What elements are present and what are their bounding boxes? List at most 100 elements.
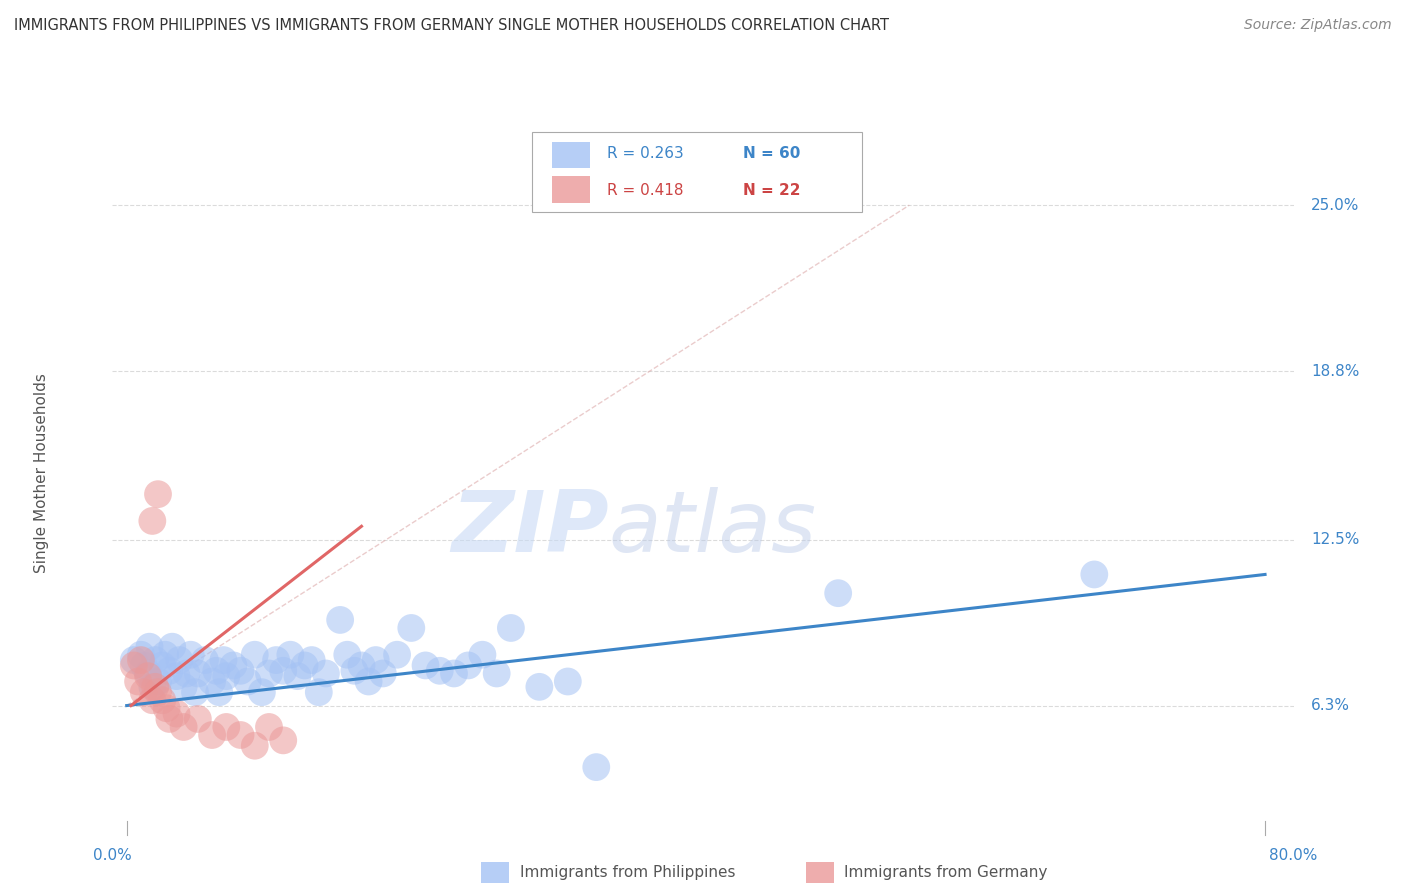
Point — [129, 653, 152, 667]
Text: IMMIGRANTS FROM PHILIPPINES VS IMMIGRANTS FROM GERMANY SINGLE MOTHER HOUSEHOLDS : IMMIGRANTS FROM PHILIPPINES VS IMMIGRANT… — [14, 18, 889, 33]
Point — [150, 658, 173, 673]
Point — [471, 648, 494, 662]
Point — [485, 666, 508, 681]
Point — [457, 658, 479, 673]
Point — [215, 669, 238, 683]
Text: ZIP: ZIP — [451, 487, 609, 570]
Point — [201, 674, 224, 689]
Point — [153, 648, 176, 662]
Point — [187, 712, 209, 726]
Point — [166, 706, 188, 721]
Text: N = 60: N = 60 — [744, 146, 800, 161]
Point — [141, 514, 163, 528]
Point — [184, 685, 207, 699]
Point — [222, 658, 245, 673]
Point — [308, 685, 330, 699]
Point — [443, 666, 465, 681]
Point — [122, 653, 145, 667]
Point — [127, 674, 149, 689]
Point — [243, 648, 266, 662]
Point — [827, 586, 849, 600]
Point — [385, 648, 408, 662]
Point — [271, 664, 294, 678]
Point — [205, 664, 228, 678]
Point — [529, 680, 551, 694]
Point — [1083, 567, 1105, 582]
Point — [146, 674, 169, 689]
Point — [136, 669, 159, 683]
Point — [243, 739, 266, 753]
Point — [229, 664, 252, 678]
Point — [499, 621, 522, 635]
Point — [585, 760, 607, 774]
Point — [257, 666, 280, 681]
Point — [236, 674, 259, 689]
Point — [157, 712, 180, 726]
Point — [150, 693, 173, 707]
Point — [146, 487, 169, 501]
Point — [287, 669, 309, 683]
Point — [271, 733, 294, 747]
Text: 0.0%: 0.0% — [93, 848, 132, 863]
Point — [401, 621, 423, 635]
Text: 6.3%: 6.3% — [1312, 698, 1350, 713]
Point — [257, 720, 280, 734]
FancyBboxPatch shape — [551, 177, 589, 202]
Text: Immigrants from Philippines: Immigrants from Philippines — [520, 865, 735, 880]
Point — [250, 685, 273, 699]
Point — [162, 640, 184, 654]
Point — [141, 680, 163, 694]
Point — [208, 685, 231, 699]
Point — [132, 685, 155, 699]
Text: R = 0.418: R = 0.418 — [607, 183, 683, 198]
Text: N = 22: N = 22 — [744, 183, 800, 198]
Point — [157, 664, 180, 678]
Point — [176, 666, 198, 681]
Point — [357, 674, 380, 689]
Point — [429, 664, 451, 678]
FancyBboxPatch shape — [551, 142, 589, 169]
Point — [166, 669, 188, 683]
Point — [215, 720, 238, 734]
Point — [343, 664, 366, 678]
Point — [280, 648, 302, 662]
Point — [155, 701, 177, 715]
Point — [141, 693, 163, 707]
Point — [212, 653, 235, 667]
Point — [315, 666, 337, 681]
Point — [143, 680, 166, 694]
Point — [132, 658, 155, 673]
Text: Single Mother Households: Single Mother Households — [34, 373, 49, 573]
Point — [301, 653, 323, 667]
Point — [201, 728, 224, 742]
Point — [194, 653, 217, 667]
Point — [122, 658, 145, 673]
Point — [364, 653, 387, 667]
Point — [136, 666, 159, 681]
Point — [329, 613, 352, 627]
Point — [180, 648, 202, 662]
Point — [350, 658, 373, 673]
Point — [229, 728, 252, 742]
Text: 25.0%: 25.0% — [1312, 198, 1360, 212]
Point — [169, 653, 191, 667]
Text: R = 0.263: R = 0.263 — [607, 146, 685, 161]
Point — [557, 674, 579, 689]
Point — [173, 720, 195, 734]
Text: 18.8%: 18.8% — [1312, 364, 1360, 378]
Text: 80.0%: 80.0% — [1270, 848, 1317, 863]
Point — [173, 680, 195, 694]
Text: atlas: atlas — [609, 487, 817, 570]
Text: Immigrants from Germany: Immigrants from Germany — [844, 865, 1047, 880]
Point — [415, 658, 437, 673]
Point — [129, 648, 152, 662]
Point — [146, 685, 169, 699]
Point — [187, 666, 209, 681]
Point — [371, 666, 394, 681]
Point — [143, 653, 166, 667]
FancyBboxPatch shape — [531, 132, 862, 212]
Point — [336, 648, 359, 662]
Point — [264, 653, 287, 667]
Text: Source: ZipAtlas.com: Source: ZipAtlas.com — [1244, 18, 1392, 32]
Point — [138, 640, 160, 654]
